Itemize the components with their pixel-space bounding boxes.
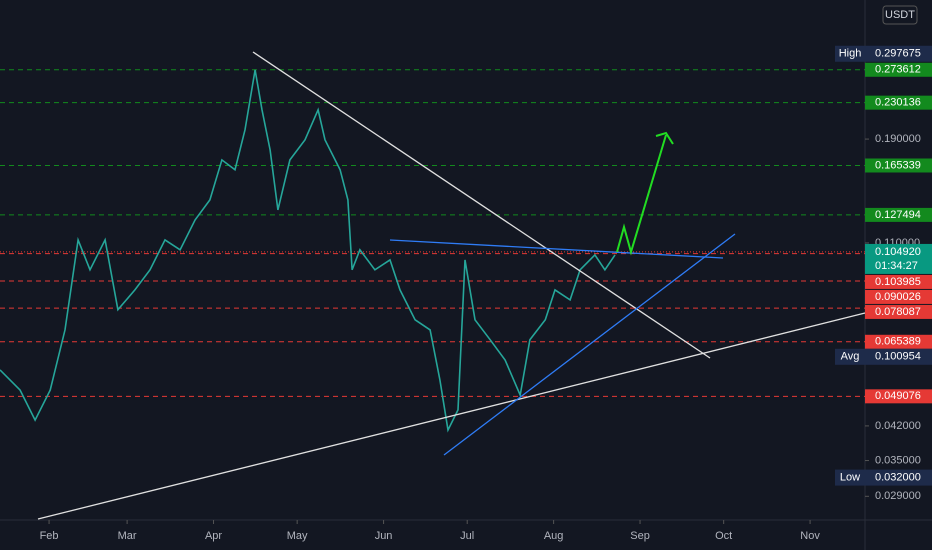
level-label: 0.273612 bbox=[875, 64, 921, 76]
stat-name: High bbox=[839, 48, 862, 60]
stat-box bbox=[865, 469, 932, 486]
stat-name-box bbox=[835, 348, 865, 365]
levels bbox=[0, 69, 865, 397]
level-box bbox=[865, 389, 932, 404]
stat-value: 0.297675 bbox=[875, 48, 921, 60]
x-tick-label: May bbox=[287, 530, 308, 542]
trend-line bbox=[252, 51, 711, 359]
x-tick-label: Feb bbox=[40, 530, 59, 542]
y-tick-label: 0.035000 bbox=[875, 454, 921, 466]
x-tick-label: Jun bbox=[375, 530, 393, 542]
currency: USDT bbox=[885, 9, 915, 21]
stat-value: 0.100954 bbox=[875, 351, 921, 363]
stat-name: Avg bbox=[841, 351, 860, 363]
level-label: 0.078087 bbox=[875, 306, 921, 318]
trend-line bbox=[389, 239, 724, 259]
level-box bbox=[865, 334, 932, 349]
level-box bbox=[865, 62, 932, 77]
stat-value: 0.032000 bbox=[875, 472, 921, 484]
current-price-box bbox=[865, 243, 932, 274]
x-tick-label: Oct bbox=[715, 530, 732, 542]
stat-name-box bbox=[835, 469, 865, 486]
x-tick-label: Apr bbox=[205, 530, 222, 542]
stat-box bbox=[865, 348, 932, 365]
level-box bbox=[865, 304, 932, 319]
x-tick-label: Jul bbox=[460, 530, 474, 542]
level-label: 0.049076 bbox=[875, 390, 921, 402]
x-tick-label: Sep bbox=[630, 530, 650, 542]
level-box bbox=[865, 95, 932, 110]
level-box bbox=[865, 158, 932, 173]
current-price: 0.104920 bbox=[875, 246, 921, 258]
stat-name-box bbox=[835, 45, 865, 62]
y-tick-label: 0.190000 bbox=[875, 133, 921, 145]
level-box bbox=[865, 289, 932, 304]
x-tick-label: Nov bbox=[800, 530, 820, 542]
series bbox=[0, 69, 616, 433]
level-label: 0.230136 bbox=[875, 97, 921, 109]
level-label: 0.127494 bbox=[875, 209, 921, 221]
axis-labels: 0.1900000.1100000.0420000.0350000.029000… bbox=[40, 45, 932, 542]
y-tick-label: 0.029000 bbox=[875, 490, 921, 502]
x-tick-label: Mar bbox=[118, 530, 137, 542]
countdown: 01:34:27 bbox=[875, 260, 918, 272]
trend-line bbox=[443, 233, 736, 456]
arrow-head bbox=[655, 131, 674, 145]
level-box bbox=[865, 207, 932, 222]
stat-box bbox=[865, 45, 932, 62]
level-label: 0.065389 bbox=[875, 336, 921, 348]
stat-name: Low bbox=[840, 472, 860, 484]
x-tick-label: Aug bbox=[544, 530, 564, 542]
projection-arrow bbox=[616, 134, 667, 256]
trend-line bbox=[37, 312, 866, 520]
level-box bbox=[865, 274, 932, 289]
level-label: 0.165339 bbox=[875, 159, 921, 171]
y-tick-label: 0.042000 bbox=[875, 420, 921, 432]
level-label: 0.103985 bbox=[875, 276, 921, 288]
currency-badge[interactable] bbox=[882, 5, 918, 25]
level-label: 0.090026 bbox=[875, 291, 921, 303]
price-line bbox=[0, 69, 616, 433]
